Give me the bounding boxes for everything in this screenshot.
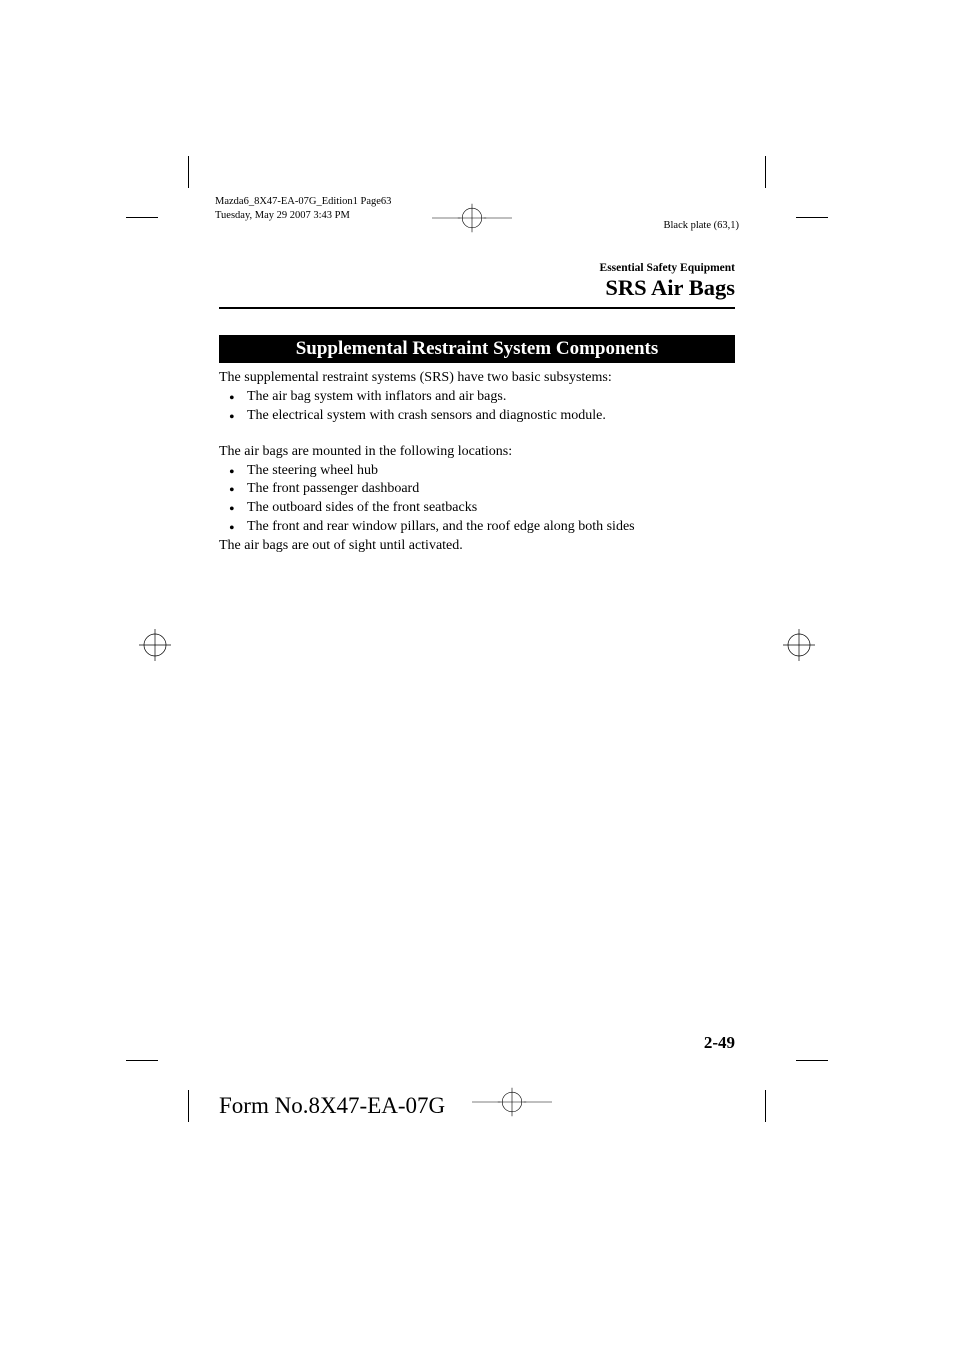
- section-heading: Supplemental Restraint System Components: [219, 335, 735, 363]
- crop-mark: [796, 1060, 828, 1061]
- intro-text: The supplemental restraint systems (SRS)…: [219, 369, 735, 388]
- doc-date-line: Tuesday, May 29 2007 3:43 PM: [215, 209, 391, 223]
- registration-mark: [135, 625, 175, 665]
- list-item: The air bag system with inflators and ai…: [247, 388, 735, 407]
- registration-mark: [472, 1082, 552, 1122]
- list-item: The steering wheel hub: [247, 462, 735, 481]
- page-number: 2-49: [704, 1033, 735, 1053]
- form-number: Form No.8X47-EA-07G: [219, 1093, 445, 1119]
- closing-text: The air bags are out of sight until acti…: [219, 537, 735, 556]
- intro-text: The air bags are mounted in the followin…: [219, 443, 735, 462]
- list-item: The electrical system with crash sensors…: [247, 407, 735, 426]
- crop-mark: [126, 1060, 158, 1061]
- content-area: Essential Safety Equipment SRS Air Bags …: [219, 262, 735, 556]
- bullet-list: The steering wheel hub The front passeng…: [219, 462, 735, 538]
- chapter-label: Essential Safety Equipment: [219, 262, 735, 274]
- crop-mark: [796, 217, 828, 218]
- header-meta: Mazda6_8X47-EA-07G_Edition1 Page63 Tuesd…: [215, 195, 391, 222]
- list-item: The front and rear window pillars, and t…: [247, 518, 735, 537]
- list-item: The front passenger dashboard: [247, 480, 735, 499]
- crop-mark: [765, 1090, 766, 1122]
- registration-mark: [779, 625, 819, 665]
- doc-id-line: Mazda6_8X47-EA-07G_Edition1 Page63: [215, 195, 391, 209]
- crop-mark: [765, 156, 766, 188]
- list-item: The outboard sides of the front seatback…: [247, 499, 735, 518]
- crop-mark: [126, 217, 158, 218]
- crop-mark: [188, 156, 189, 188]
- bullet-list: The air bag system with inflators and ai…: [219, 388, 735, 426]
- crop-mark: [188, 1090, 189, 1122]
- chapter-rule: [219, 307, 735, 309]
- registration-mark: [432, 198, 512, 238]
- plate-info: Black plate (63,1): [663, 220, 739, 231]
- body-text: The supplemental restraint systems (SRS)…: [219, 369, 735, 556]
- chapter-title: SRS Air Bags: [219, 275, 735, 301]
